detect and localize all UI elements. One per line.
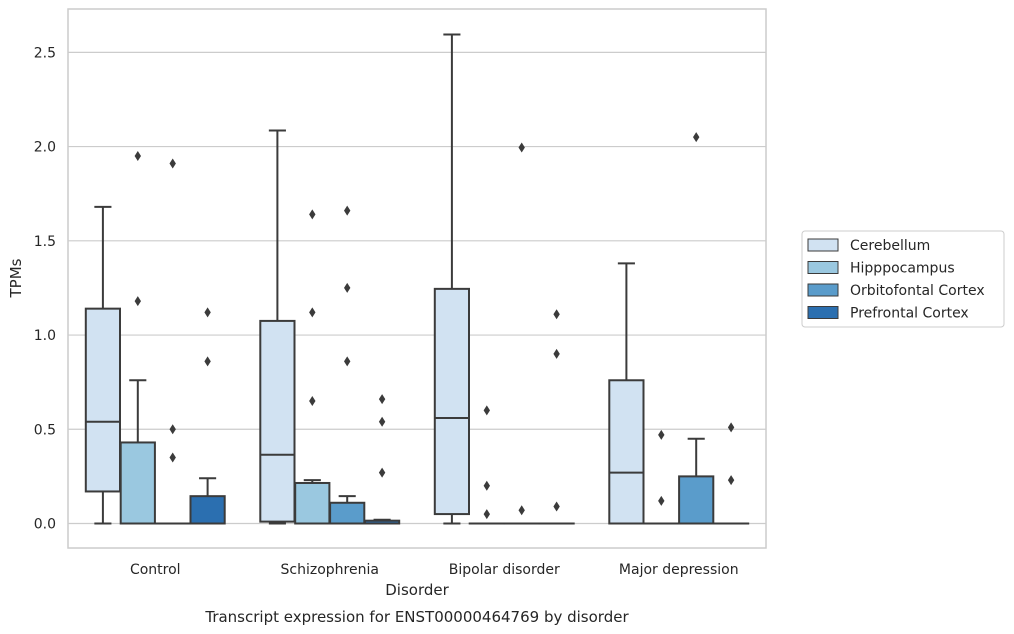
box-cerebellum: [608, 262, 645, 525]
outlier-point: [483, 509, 490, 520]
legend-label: Orbitofontal Cortex: [850, 283, 985, 299]
box-hipppocampus: [294, 209, 331, 525]
outlier-point: [727, 422, 735, 433]
y-tick-label: 2.5: [34, 45, 56, 61]
box-cerebellum: [84, 205, 122, 525]
y-tick-label: 0.5: [34, 422, 56, 438]
box-iqr: [189, 495, 226, 525]
legend-swatch: [807, 238, 839, 252]
outlier-point: [378, 416, 386, 427]
box-orbitofontal-cortex: [678, 132, 715, 525]
legend-label: Hipppocampus: [850, 261, 955, 277]
outlier-point: [169, 424, 176, 435]
outlier-point: [378, 467, 386, 478]
outlier-point: [169, 452, 176, 463]
outlier-point: [204, 307, 211, 318]
outlier-point: [658, 495, 665, 506]
box-hipppocampus: [119, 151, 156, 525]
y-tick-label: 1.0: [34, 328, 56, 344]
outlier-point: [483, 480, 490, 491]
outlier-point: [134, 296, 141, 307]
box-iqr: [329, 501, 366, 525]
legend-swatch: [807, 261, 839, 274]
box-iqr: [678, 475, 715, 525]
legend-swatch: [807, 283, 839, 297]
chart-caption: Transcript expression for ENST0000046476…: [204, 608, 629, 626]
box-orbitofontal-cortex: [503, 142, 540, 525]
box-hipppocampus: [468, 405, 505, 525]
outlier-point: [344, 282, 351, 293]
legend-label: Cerebellum: [850, 238, 930, 254]
x-tick-label: Major depression: [619, 562, 739, 578]
outlier-point: [693, 132, 700, 143]
outlier-point: [553, 348, 560, 359]
box-hipppocampus: [643, 429, 680, 525]
outlier-point: [518, 505, 525, 516]
legend-frame: [801, 230, 1005, 328]
y-tick-label: 0.0: [34, 517, 56, 533]
outlier-point: [344, 356, 351, 367]
y-tick-label: 1.5: [34, 234, 56, 250]
box-iqr: [119, 441, 156, 525]
outlier-point: [309, 396, 316, 406]
outlier-point: [658, 429, 665, 440]
box-prefrontal-cortex: [712, 422, 750, 525]
legend: Cerebellum Hipppocampus Orbitofontal Corte…: [801, 230, 1005, 328]
outlier-point: [344, 205, 351, 216]
y-axis-title: TPMs: [7, 258, 25, 298]
outlier-point: [483, 405, 490, 416]
outlier-point: [518, 142, 525, 153]
outlier-point: [204, 356, 211, 367]
x-axis-title: Disorder: [385, 581, 449, 599]
box-prefrontal-cortex: [189, 307, 226, 525]
outlier-point: [134, 151, 141, 161]
box-iqr: [433, 287, 471, 516]
x-tick-label: Control: [130, 562, 181, 578]
y-tick-label: 2.0: [34, 140, 56, 156]
box-cerebellum: [433, 33, 471, 525]
box-iqr: [294, 481, 331, 525]
box-iqr: [84, 307, 122, 493]
legend-swatch: [807, 306, 839, 319]
x-tick-label: Bipolar disorder: [449, 562, 560, 578]
x-tick-label: Schizophrenia: [281, 562, 379, 578]
box-cerebellum: [259, 129, 296, 525]
outlier-point: [169, 158, 176, 169]
outlier-point: [309, 307, 316, 318]
outlier-point: [378, 394, 386, 405]
plot-area-frame: [67, 8, 767, 549]
outlier-point: [727, 475, 735, 486]
legend-label: Prefrontal Cortex: [850, 306, 969, 322]
box-iqr: [259, 319, 296, 523]
box-prefrontal-cortex: [363, 394, 401, 525]
outlier-point: [309, 209, 316, 220]
outlier-point: [553, 309, 560, 320]
box-iqr: [608, 379, 645, 525]
box-prefrontal-cortex: [538, 309, 575, 525]
box-orbitofontal-cortex: [154, 158, 191, 525]
outlier-point: [553, 501, 560, 512]
box-orbitofontal-cortex: [329, 205, 366, 525]
